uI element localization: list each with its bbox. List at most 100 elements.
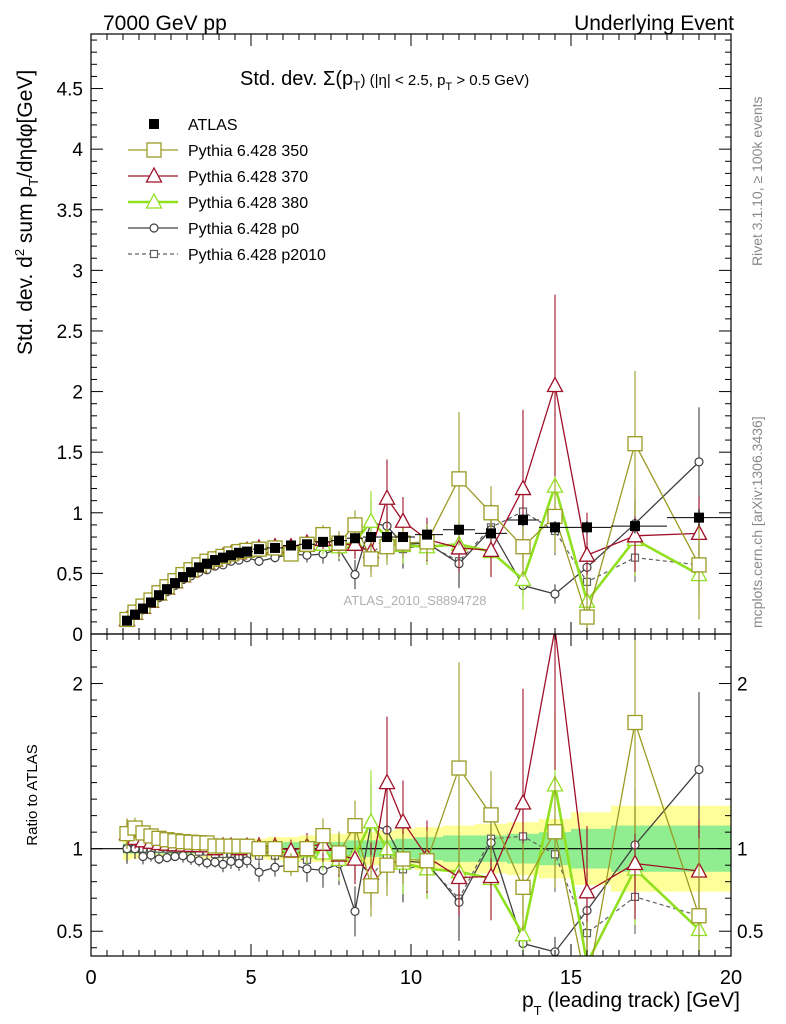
point-atlas	[138, 603, 148, 614]
point-atlas	[454, 524, 464, 535]
ratio-point-p0	[186, 853, 196, 863]
ratio-point-p0	[234, 858, 244, 869]
ratio-point-p350	[451, 760, 467, 776]
point-atlas	[270, 542, 280, 553]
series-p370	[118, 294, 708, 627]
legend-entry-p370: Pythia 6.428 370	[128, 166, 308, 186]
x-title-sub: T	[534, 1003, 542, 1018]
ratio-point-p350	[347, 818, 363, 834]
legend-entry-atlas: ATLAS	[149, 117, 238, 134]
y-title-sup: 2	[12, 249, 27, 256]
y-title-main: Std. dev. d	[14, 256, 37, 355]
legend: ATLAS Pythia 6.428 350 Pythia 6.428 370 Pyt…	[128, 117, 326, 264]
ratio-point-p350	[483, 807, 499, 823]
legend-label-p0: Pythia 6.428 p0	[188, 221, 299, 238]
x-tick-label: 5	[245, 967, 256, 989]
point-p370	[346, 534, 364, 551]
point-p370	[626, 526, 644, 543]
ratio-point-p380	[362, 812, 380, 829]
point-atlas	[178, 572, 188, 583]
y-tick-label-ratio-right: 0.5	[737, 922, 763, 943]
ratio-point-p0	[210, 857, 220, 867]
point-atlas	[194, 562, 204, 573]
point-atlas	[130, 609, 140, 620]
ratio-point-p0	[178, 851, 188, 861]
legend-entry-p350: Pythia 6.428 350	[128, 142, 308, 160]
ratio-point-p350	[547, 824, 563, 840]
legend-marker-p350	[146, 142, 162, 158]
point-atlas	[350, 533, 360, 544]
x-axis-title: pT (leading track) [GeV]	[522, 989, 740, 1018]
ratio-point-p0	[218, 859, 228, 869]
point-atlas	[486, 528, 496, 539]
y-tick-label-main: 4.5	[57, 80, 83, 101]
point-atlas	[226, 550, 236, 561]
x-tick-label: 0	[85, 967, 96, 989]
point-p370	[450, 538, 468, 555]
panel-title-rest: ) (|η| < 2.5, p	[361, 72, 446, 89]
ratio-point-p350	[419, 853, 435, 869]
y-tick-label-main: 0.5	[57, 564, 83, 585]
rivet-label: Rivet 3.1.10, ≥ 100k events	[749, 96, 765, 266]
point-p350	[579, 609, 595, 625]
point-p350	[483, 505, 499, 521]
ratio-point-p0	[170, 851, 180, 862]
ratio-point-p0	[194, 856, 204, 866]
point-atlas	[122, 615, 132, 626]
point-atlas	[162, 584, 172, 595]
ratio-point-p0	[270, 862, 280, 872]
panel-title-sub: T	[353, 79, 361, 93]
point-atlas	[302, 539, 312, 550]
ratio-point-p350	[691, 908, 707, 924]
ratio-point-p370	[482, 867, 500, 884]
y-tick-label-ratio-right: 2	[737, 675, 748, 696]
point-atlas	[550, 522, 560, 533]
ratio-series-p370	[118, 634, 708, 956]
ratio-point-p350	[363, 878, 379, 894]
y-tick-label-ratio: 1	[72, 840, 83, 861]
ratio-point-p0	[350, 906, 360, 916]
legend-marker-p2010	[149, 249, 159, 259]
ratio-point-p350	[515, 879, 531, 895]
ratio-point-p0	[242, 856, 252, 866]
main-panel-series	[118, 294, 731, 634]
point-atlas	[518, 515, 528, 526]
panel-title: Std. dev. Σ(pT) (|η| < 2.5, pT > 0.5 GeV…	[240, 68, 529, 93]
point-atlas	[382, 532, 392, 543]
ratio-point-p370	[378, 773, 396, 790]
point-atlas	[334, 535, 344, 546]
ratio-point-p370	[394, 812, 412, 829]
point-p370	[378, 488, 396, 505]
legend-marker-atlas	[149, 119, 159, 129]
y-tick-label-main: 3	[72, 261, 83, 282]
point-atlas	[366, 532, 376, 543]
point-atlas	[694, 512, 704, 523]
y-title-mid: sum p	[14, 186, 37, 249]
point-atlas	[234, 547, 244, 558]
point-atlas	[254, 544, 264, 555]
x-title-main: p	[522, 989, 534, 1012]
y-tick-label-main: 2.5	[57, 322, 83, 343]
point-p0	[694, 457, 704, 467]
ratio-point-p0	[226, 856, 236, 866]
point-atlas	[398, 532, 408, 543]
analysis-watermark: ATLAS_2010_S8894728	[344, 593, 487, 608]
legend-label-p370: Pythia 6.428 370	[188, 169, 308, 186]
header-right: Underlying Event	[574, 12, 734, 35]
legend-marker-p380	[145, 192, 163, 209]
point-atlas	[422, 529, 432, 540]
legend-marker-p0	[149, 223, 159, 233]
y-tick-label-main: 0	[72, 625, 83, 646]
ratio-point-p0	[202, 858, 212, 868]
point-p370	[546, 376, 564, 393]
legend-label-atlas: ATLAS	[188, 117, 238, 134]
point-p350	[691, 557, 707, 573]
legend-label-p2010: Pythia 6.428 p2010	[188, 247, 326, 264]
ratio-point-p350	[283, 856, 299, 873]
point-atlas	[170, 578, 180, 589]
point-p380	[514, 570, 532, 587]
point-atlas	[218, 552, 228, 563]
ratio-point-p0	[162, 852, 172, 863]
y-tick-label-main: 1	[72, 504, 83, 525]
